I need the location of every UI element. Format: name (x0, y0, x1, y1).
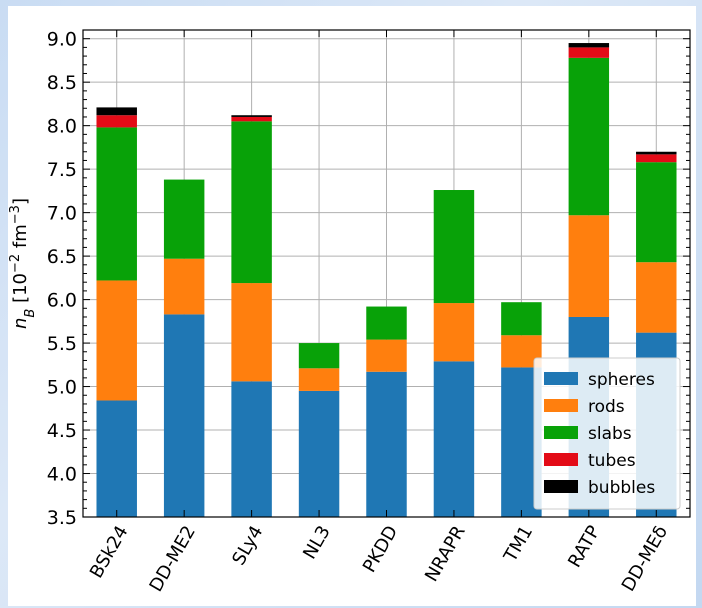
y-tick-label: 7.5 (47, 159, 77, 181)
y-tick-label: 5.0 (47, 377, 77, 399)
bar-segment-tubes (96, 115, 137, 128)
x-tick-label: RATP (564, 522, 605, 571)
bar-segment-spheres (366, 371, 407, 517)
x-tick-label: DD-MEδ (618, 522, 672, 595)
bar-segment-slabs (231, 121, 272, 284)
bar-segment-rods (433, 303, 475, 362)
bar-segment-slabs (501, 302, 542, 336)
x-tick-label: TM1 (499, 522, 537, 566)
legend-swatch-bubbles (544, 480, 578, 493)
legend-swatch-slabs (544, 426, 578, 439)
bar-segment-rods (568, 215, 610, 317)
legend-label-tubes: tubes (588, 451, 636, 471)
x-tick-label: BSk24 (86, 522, 133, 582)
y-axis-label-part: ] (10, 198, 31, 205)
bar-segment-spheres (231, 381, 272, 517)
bar-segment-rods (366, 339, 407, 372)
y-axis-label-part: B (23, 309, 38, 318)
y-tick-labels: 3.5 4.0 4.5 5.0 5.5 6.0 6.5 7.0 7.5 8.0 8.5 9.0 (47, 29, 77, 529)
stacked-bar-chart: 3.5 4.0 4.5 5.0 5.5 6.0 6.5 7.0 7.5 8.0 8.5 9.0 BSk2… (8, 29, 691, 596)
y-tick-label: 7.0 (47, 203, 77, 225)
x-tick-label: NRAPR (421, 522, 470, 585)
legend-label-bubbles: bubbles (588, 478, 655, 498)
y-axis-label-part: [10 (10, 273, 31, 309)
bar-segment-slabs (96, 127, 137, 281)
x-tick-labels: BSk24 DD-ME2 SLy4 NL3 PKDD NRAPR TM1 RATP DD-MEδ (86, 522, 672, 595)
y-axis-label: nB [10−2 fm−3] (8, 198, 38, 329)
legend-label-spheres: spheres (588, 370, 655, 390)
bar-segment-slabs (163, 179, 205, 259)
y-axis-label-part: −2 (8, 254, 23, 273)
legend-label-slabs: slabs (588, 424, 632, 444)
legend-label-rods: rods (588, 397, 625, 417)
legend-swatch-tubes (544, 453, 578, 466)
y-tick-label: 4.5 (47, 420, 77, 442)
bar-segment-bubbles (636, 151, 677, 155)
y-axis-label-part: −3 (8, 205, 23, 224)
bar-segment-rods (231, 283, 272, 382)
bar-segment-spheres (433, 361, 475, 517)
bar-segment-spheres (163, 314, 205, 517)
plot-border (82, 29, 691, 518)
y-tick-label: 9.0 (47, 29, 77, 51)
bar-segment-slabs (298, 343, 340, 369)
x-tick-label: DD-ME2 (145, 522, 199, 595)
y-axis-label-part: n (10, 318, 31, 329)
x-tick-label: NL3 (299, 522, 335, 563)
bar-segment-tubes (568, 47, 610, 58)
y-tick-label: 4.0 (47, 464, 77, 486)
x-tick-label: SLy4 (228, 522, 267, 569)
bar-segment-rods (96, 280, 137, 401)
bar-segment-slabs (433, 190, 475, 304)
bar-segment-rods (298, 368, 340, 391)
bar-segment-bubbles (231, 115, 272, 117)
y-tick-label: 6.5 (47, 246, 77, 268)
y-tick-label: 8.5 (47, 72, 77, 94)
bar-segment-slabs (366, 306, 407, 340)
y-tick-label: 6.0 (47, 290, 77, 312)
bar-segment-slabs (636, 162, 677, 263)
bar-segment-spheres (298, 390, 340, 517)
chart-figure: 3.5 4.0 4.5 5.0 5.5 6.0 6.5 7.0 7.5 8.0 8.5 9.0 BSk2… (8, 6, 696, 606)
y-tick-label: 8.0 (47, 116, 77, 138)
y-tick-label: 3.5 (47, 507, 77, 529)
bar-segment-bubbles (568, 43, 610, 48)
x-tick-label: PKDD (359, 522, 402, 576)
legend-swatch-spheres (544, 372, 578, 385)
bar-segment-rods (636, 262, 677, 333)
bar-segment-slabs (568, 57, 610, 216)
bar-segment-bubbles (96, 107, 137, 116)
bar-segment-tubes (231, 116, 272, 122)
bar-segment-spheres (96, 400, 137, 517)
y-axis-label-part: fm (10, 224, 31, 254)
legend-box (533, 357, 681, 510)
bar-segment-tubes (636, 154, 677, 163)
legend-swatch-rods (544, 399, 578, 412)
y-tick-label: 5.5 (47, 333, 77, 355)
bar-segment-rods (163, 258, 205, 315)
legend: spheres rods slabs tubes bubbles (533, 357, 681, 510)
